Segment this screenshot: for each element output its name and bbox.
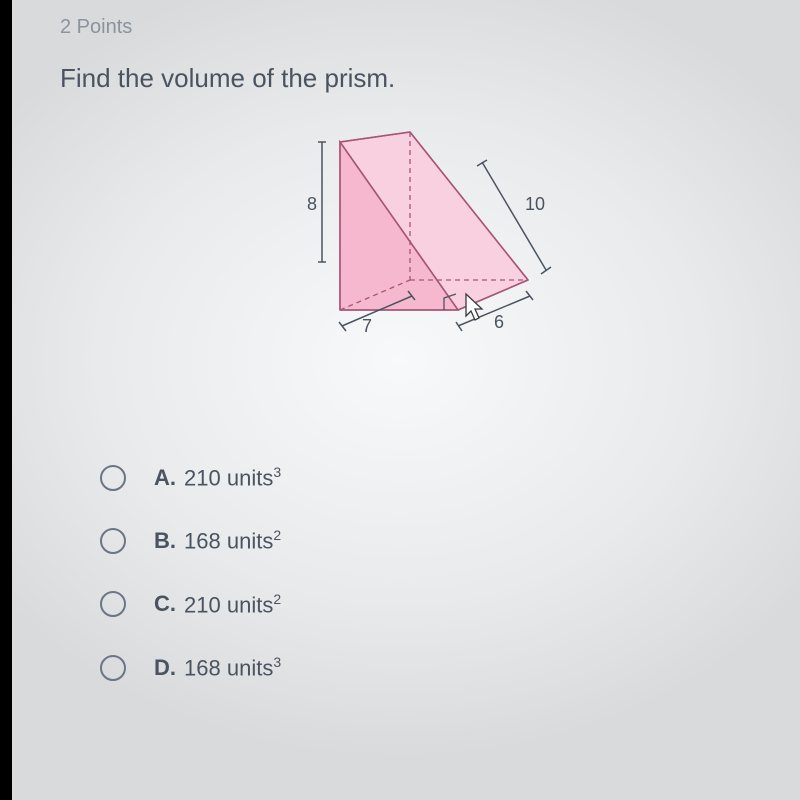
option-letter: D. bbox=[154, 655, 176, 681]
option-text: 168 units3 bbox=[184, 654, 281, 681]
radio-icon[interactable] bbox=[100, 465, 126, 491]
option-b[interactable]: B. 168 units2 bbox=[100, 527, 760, 554]
option-letter: C. bbox=[154, 591, 176, 617]
radio-icon[interactable] bbox=[100, 591, 126, 617]
answer-options: A. 210 units3 B. 168 units2 C. 210 units… bbox=[100, 464, 760, 681]
dim-depth: 7 bbox=[362, 316, 372, 336]
question-content: 2 Points Find the volume of the prism. 8… bbox=[0, 0, 800, 757]
prism-svg: 8 10 bbox=[250, 124, 570, 354]
black-edge-strip bbox=[0, 0, 12, 800]
radio-icon[interactable] bbox=[100, 655, 126, 681]
option-c[interactable]: C. 210 units2 bbox=[100, 591, 760, 618]
dim-base: 6 bbox=[494, 312, 504, 332]
points-label: 2 Points bbox=[60, 16, 760, 39]
option-text: 168 units2 bbox=[184, 527, 281, 554]
option-text: 210 units2 bbox=[184, 591, 281, 618]
option-letter: A. bbox=[154, 465, 176, 491]
option-text: 210 units3 bbox=[184, 464, 281, 491]
dim-hypotenuse: 10 bbox=[525, 194, 545, 214]
question-text: Find the volume of the prism. bbox=[60, 63, 760, 94]
option-d[interactable]: D. 168 units3 bbox=[100, 654, 760, 681]
radio-icon[interactable] bbox=[100, 528, 126, 554]
prism-figure: 8 10 bbox=[60, 124, 760, 354]
dim-height: 8 bbox=[307, 194, 317, 214]
option-a[interactable]: A. 210 units3 bbox=[100, 464, 760, 491]
option-letter: B. bbox=[154, 528, 176, 554]
